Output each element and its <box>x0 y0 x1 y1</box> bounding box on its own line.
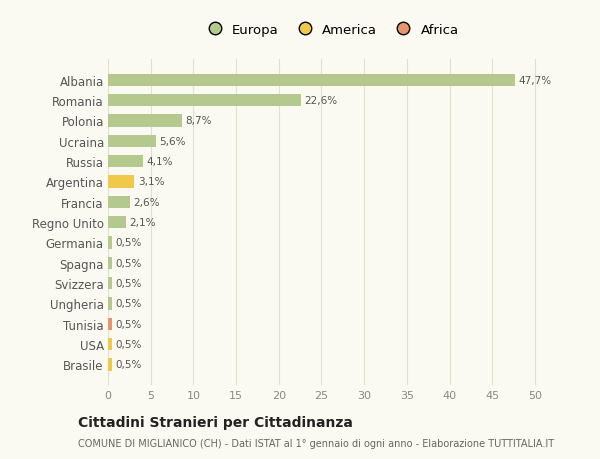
Bar <box>108 135 156 147</box>
Bar <box>108 298 112 310</box>
Text: 0,5%: 0,5% <box>116 299 142 309</box>
Bar <box>108 237 112 249</box>
Text: 0,5%: 0,5% <box>116 238 142 248</box>
Bar <box>108 358 112 371</box>
Legend: Europa, America, Africa: Europa, America, Africa <box>202 24 458 37</box>
Bar <box>108 318 112 330</box>
Bar <box>108 217 126 229</box>
Text: 8,7%: 8,7% <box>186 116 212 126</box>
Bar <box>108 95 301 107</box>
Bar <box>108 176 134 188</box>
Text: 2,6%: 2,6% <box>134 197 160 207</box>
Bar <box>108 196 130 208</box>
Bar <box>108 74 515 87</box>
Text: 0,5%: 0,5% <box>116 279 142 288</box>
Bar <box>108 115 182 127</box>
Text: 3,1%: 3,1% <box>138 177 164 187</box>
Text: 0,5%: 0,5% <box>116 339 142 349</box>
Text: 47,7%: 47,7% <box>519 76 552 85</box>
Text: 4,1%: 4,1% <box>146 157 173 167</box>
Bar <box>108 156 143 168</box>
Text: 0,5%: 0,5% <box>116 319 142 329</box>
Text: 5,6%: 5,6% <box>159 136 186 146</box>
Text: 22,6%: 22,6% <box>304 96 338 106</box>
Bar <box>108 257 112 269</box>
Bar <box>108 338 112 351</box>
Text: 0,5%: 0,5% <box>116 258 142 268</box>
Text: 2,1%: 2,1% <box>130 218 156 228</box>
Bar <box>108 277 112 290</box>
Text: COMUNE DI MIGLIANICO (CH) - Dati ISTAT al 1° gennaio di ogni anno - Elaborazione: COMUNE DI MIGLIANICO (CH) - Dati ISTAT a… <box>78 438 554 448</box>
Text: Cittadini Stranieri per Cittadinanza: Cittadini Stranieri per Cittadinanza <box>78 415 353 429</box>
Text: 0,5%: 0,5% <box>116 360 142 369</box>
